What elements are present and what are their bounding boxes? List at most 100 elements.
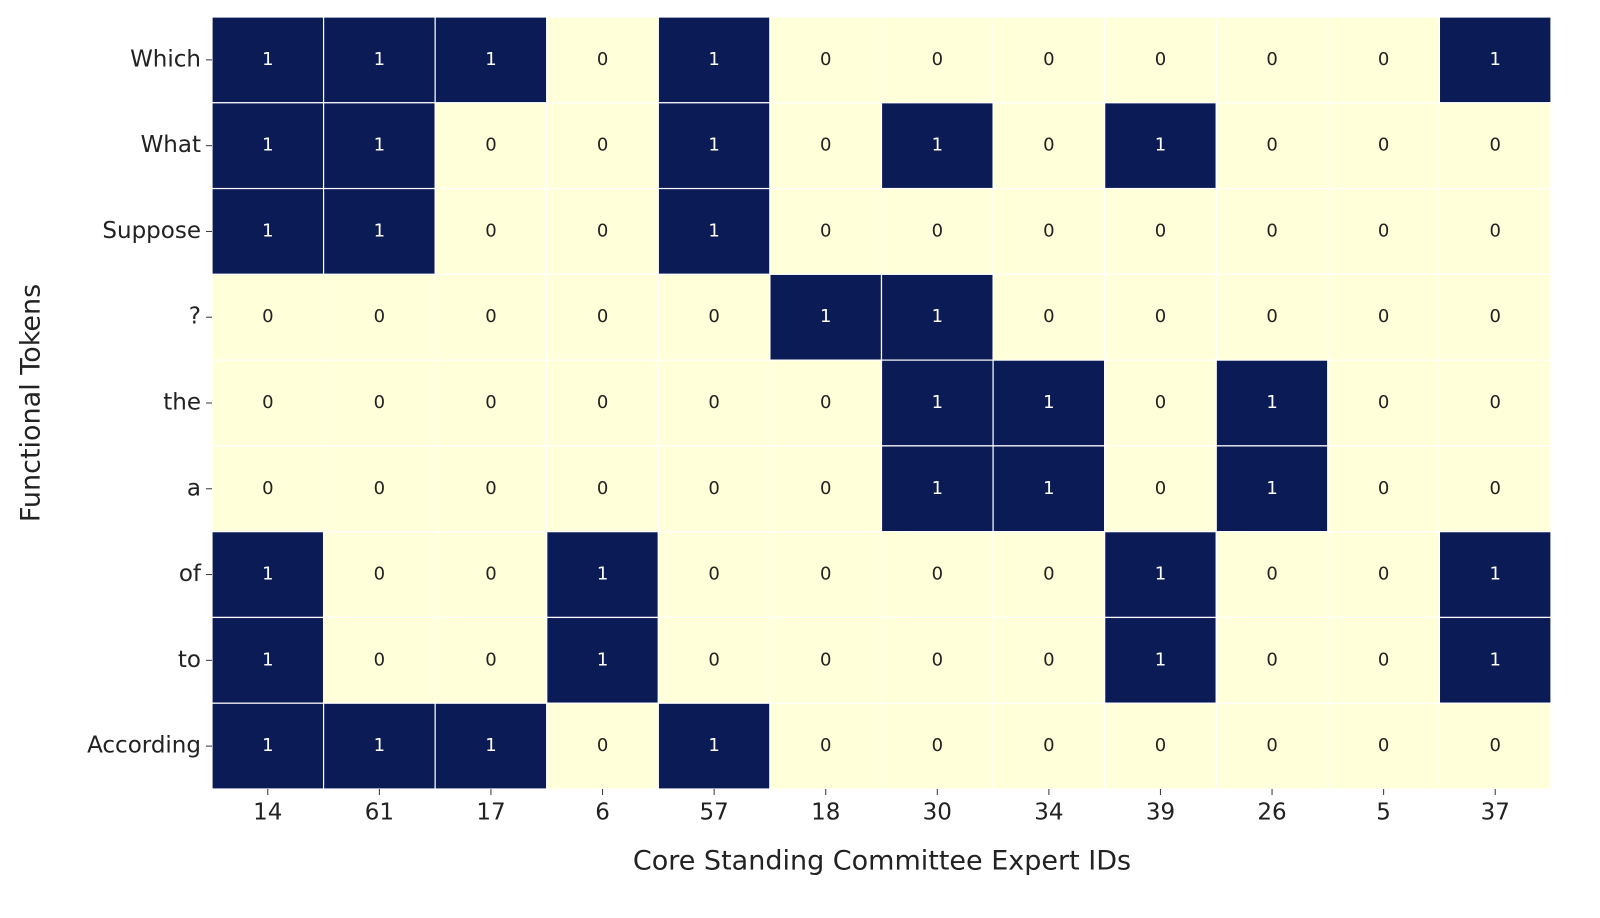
heatmap-cell [769,359,883,447]
heatmap-cell [657,616,771,704]
heatmap-cell [1438,273,1552,361]
cell-label: 1 [1043,478,1054,499]
cell-label: 0 [1378,135,1389,156]
x-axis-title: Core Standing Committee Expert IDs [633,846,1131,877]
cell-label: 1 [374,49,385,70]
cell-label: 0 [1378,478,1389,499]
cell-label: 0 [820,649,831,670]
heatmap-cell [546,16,659,104]
cell-label: 0 [597,392,608,413]
heatmap-cell [769,702,883,790]
heatmap-cell [1104,531,1217,619]
x-tick-label: 34 [1034,800,1063,826]
cell-label: 0 [708,478,719,499]
cell-label: 0 [1378,649,1389,670]
heatmap-cell [992,445,1106,533]
heatmap-cell [769,102,883,190]
heatmap-cell [880,273,994,361]
x-tick-label: 37 [1481,800,1510,826]
cell-label: 0 [1378,392,1389,413]
heatmap-cell [880,187,994,275]
cell-label: 0 [1155,735,1166,756]
heatmap-cell [992,359,1106,447]
cell-label: 0 [1489,220,1500,241]
cell-label: 0 [485,649,496,670]
heatmap-cell [769,16,883,104]
x-tick-label: 6 [595,800,610,826]
cell-label: 0 [485,564,496,585]
cell-label: 0 [708,392,719,413]
cell-label: 0 [597,478,608,499]
heatmap-cell [1215,531,1329,619]
heatmap-cell [211,445,325,533]
cell-label: 1 [1489,649,1500,670]
x-tick-label: 57 [699,800,728,826]
cell-label: 1 [485,49,496,70]
heatmap-cell [322,273,436,361]
cell-label: 1 [1489,49,1500,70]
heatmap-cell [1438,445,1552,533]
cell-label: 1 [262,220,273,241]
cell-label: 1 [1489,564,1500,585]
cell-label: 0 [374,392,385,413]
cell-label: 1 [708,49,719,70]
heatmap-cell [434,16,548,104]
heatmap-cell [1215,445,1329,533]
cell-label: 1 [485,735,496,756]
heatmap-cell [1327,273,1441,361]
cell-label: 0 [1043,306,1054,327]
cell-label: 0 [262,306,273,327]
cell-label: 0 [262,478,273,499]
cell-label: 0 [1043,220,1054,241]
cell-label: 0 [1266,564,1277,585]
x-tick-label: 5 [1376,800,1391,826]
cell-label: 1 [597,564,608,585]
heatmap-cell [1438,616,1552,704]
cell-label: 1 [374,220,385,241]
heatmap-cell [880,531,994,619]
heatmap-cell [1104,102,1217,190]
y-axis-title: Functional Tokens [16,284,47,522]
cell-label: 1 [597,649,608,670]
heatmap-cell [1327,616,1441,704]
cell-label: 1 [374,735,385,756]
heatmap-cell [1104,702,1217,790]
cell-label: 1 [262,735,273,756]
cell-label: 0 [820,564,831,585]
cell-label: 0 [597,735,608,756]
x-tick-label: 26 [1257,800,1286,826]
heatmap-cell [434,702,548,790]
cell-label: 0 [1266,135,1277,156]
cell-label: 0 [1489,135,1500,156]
heatmap-cell [657,187,771,275]
cell-label: 0 [1155,478,1166,499]
heatmap-cell [880,102,994,190]
heatmap-cell [434,359,548,447]
heatmap-cell [1327,102,1441,190]
cell-label: 1 [1155,649,1166,670]
cell-label: 0 [820,220,831,241]
cell-label: 0 [1266,220,1277,241]
heatmap-cell [322,531,436,619]
heatmap-cell [657,102,771,190]
cell-label: 1 [262,564,273,585]
cell-label: 1 [932,392,943,413]
heatmap-cell [211,616,325,704]
cell-label: 0 [820,735,831,756]
cell-label: 0 [1155,220,1166,241]
heatmap-cell [1104,445,1217,533]
heatmap-cell [657,16,771,104]
x-tick-label: 14 [253,800,282,826]
cell-label: 1 [1155,135,1166,156]
cell-label: 0 [1489,306,1500,327]
heatmap-cell [434,187,548,275]
cell-label: 1 [1155,564,1166,585]
cell-label: 0 [262,392,273,413]
heatmap-cell [992,16,1106,104]
heatmap-cell [1327,531,1441,619]
heatmap-cell [322,359,436,447]
cell-label: 0 [374,478,385,499]
cell-label: 0 [374,649,385,670]
cell-label: 1 [1043,392,1054,413]
